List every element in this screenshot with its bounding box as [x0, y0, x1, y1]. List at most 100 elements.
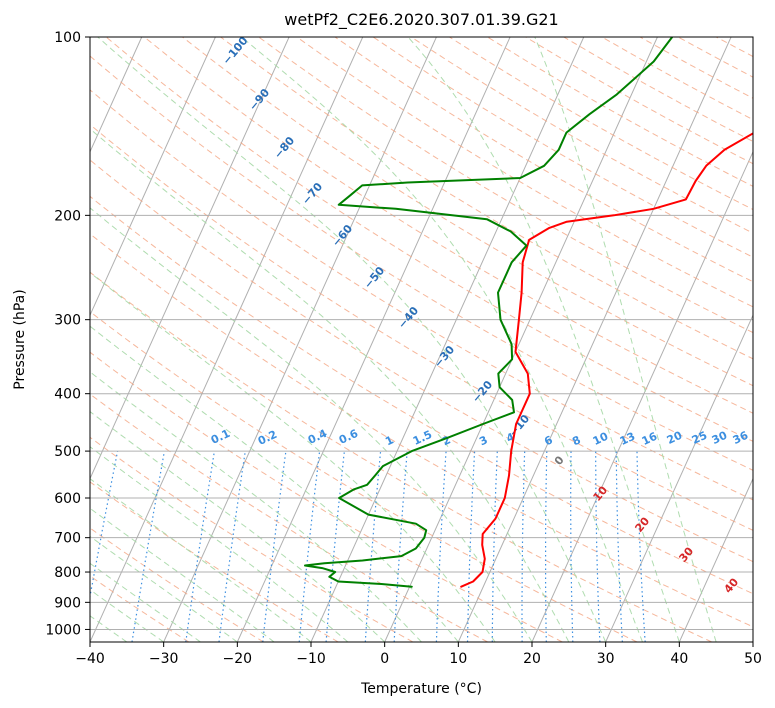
- moist-adiabat-line: [90, 478, 312, 642]
- mixing-ratio-line: [491, 451, 498, 642]
- temperature-line: [460, 132, 753, 588]
- dry-adiabat-line: [525, 37, 753, 165]
- line-labels: 0.1 0.2 0.4 0.6 1 1.5 2 3 4 6 8 10 13 16 20 25 30 36−100−…: [209, 34, 751, 596]
- mixing-ratio-line: [262, 451, 287, 642]
- isotherm-line: [90, 37, 216, 317]
- mixing-ratio-line: [90, 450, 119, 601]
- mixing-ratio-label: 0.4: [306, 427, 329, 447]
- dry-adiabat-line: [90, 393, 488, 642]
- x-tick-label: 0: [380, 651, 389, 667]
- moist-adiabat-line: [90, 271, 496, 642]
- sounding-series: [304, 37, 753, 588]
- moist-adiabat-line: [407, 37, 680, 642]
- mixing-ratio-label: 0.6: [337, 427, 360, 447]
- isotherm-line: [0, 37, 68, 642]
- moist-adiabat-line: [97, 37, 607, 642]
- moist-adiabat-line: [90, 410, 386, 642]
- y-tick-label: 400: [54, 387, 81, 403]
- mixing-ratio-line: [298, 451, 321, 642]
- mixing-ratio-label: 3: [477, 433, 489, 448]
- mixing-ratio-label: 8: [570, 433, 582, 448]
- dry-adiabat-line: [90, 351, 563, 642]
- dry-adiabat-label: −80: [271, 134, 297, 161]
- x-tick-label: −10: [296, 651, 326, 667]
- isotherm-line: [236, 37, 511, 642]
- isotherm-line: [90, 37, 143, 154]
- mixing-ratio-label: 20: [665, 429, 685, 447]
- mixing-ratio-label: 0.1: [209, 427, 232, 447]
- x-tick-label: 50: [744, 651, 762, 667]
- y-tick-label: 800: [54, 565, 81, 581]
- y-axis-ticks: 100 200 300 400 500 600 700 800 900 1000: [45, 30, 90, 638]
- x-tick-label: 40: [670, 651, 688, 667]
- y-tick-label: 700: [54, 531, 81, 547]
- x-tick-label: 20: [523, 651, 541, 667]
- isotherm-line: [605, 313, 753, 642]
- moist-adiabat-line: [90, 325, 459, 642]
- isotherm-line: [90, 37, 364, 642]
- dry-adiabat-label: 30: [676, 544, 696, 564]
- dry-adiabat-line: [90, 123, 753, 531]
- dry-adiabat-label: −90: [246, 86, 272, 113]
- dry-adiabat-line: [296, 37, 753, 308]
- mixing-ratio-label: 25: [690, 429, 709, 447]
- mixing-ratio-line: [615, 451, 623, 642]
- x-tick-label: −30: [149, 651, 179, 667]
- pressure-gridlines: [90, 37, 753, 630]
- x-tick-label: 10: [449, 651, 467, 667]
- isotherm-line: [457, 37, 732, 642]
- dry-adiabat-line: [90, 195, 753, 595]
- dry-adiabat-label: −70: [299, 180, 325, 207]
- x-tick-label: −40: [75, 651, 105, 667]
- dry-adiabat-label: −50: [361, 264, 387, 291]
- dry-adiabat-line: [220, 37, 753, 360]
- y-tick-label: 100: [54, 30, 81, 46]
- moist-adiabat-line: [90, 589, 164, 642]
- x-axis-ticks: −40 −30 −20 −10 0 10 20 30 40 50: [75, 642, 762, 667]
- mixing-ratio-line: [595, 451, 601, 642]
- moist-adiabat-line: [90, 207, 533, 642]
- moist-adiabat-line: [90, 446, 349, 642]
- mixing-ratio-label: 30: [710, 429, 730, 447]
- dry-adiabats: [90, 37, 753, 642]
- mixing-ratio-line: [636, 451, 646, 642]
- dry-adiabat-label: 40: [721, 575, 741, 595]
- mixing-ratio-line: [435, 451, 447, 642]
- dewpoint-line: [304, 37, 674, 588]
- mixing-ratio-line: [364, 451, 382, 642]
- moist-adiabats: [90, 37, 717, 642]
- mixing-ratio-line: [570, 451, 574, 642]
- dry-adiabat-line: [90, 233, 753, 628]
- plot-area: 0.1 0.2 0.4 0.6 1 1.5 2 3 4 6 8 10 13 16 20 25 30 36−100−…: [0, 34, 753, 642]
- mixing-ratio-line: [545, 451, 548, 642]
- moist-adiabat-line: [534, 37, 717, 642]
- y-tick-label: 300: [54, 313, 81, 329]
- dry-adiabat-line: [90, 527, 264, 642]
- dry-adiabat-label: −20: [469, 378, 495, 405]
- dry-adiabat-line: [90, 55, 753, 471]
- dry-adiabat-line: [334, 37, 753, 283]
- isotherm-line: [384, 37, 658, 642]
- mixing-ratio-line: [521, 451, 526, 642]
- isotherm-line: [163, 37, 437, 642]
- x-axis-label: Temperature (°C): [360, 681, 482, 697]
- mixing-ratio-line: [218, 451, 246, 642]
- y-tick-label: 900: [54, 595, 81, 611]
- isotherm-line: [678, 477, 753, 642]
- moist-adiabat-line: [241, 37, 643, 642]
- y-tick-label: 200: [54, 208, 81, 224]
- mixing-ratio-label: 16: [640, 430, 660, 448]
- dry-adiabat-label: 10: [590, 483, 610, 503]
- mixing-ratio-line: [131, 450, 165, 642]
- x-tick-label: 30: [597, 651, 615, 667]
- mixing-ratio-label: 36: [731, 429, 751, 447]
- dry-adiabat-line: [90, 89, 753, 501]
- dry-adiabat-line: [90, 159, 753, 563]
- mixing-ratio-line: [325, 451, 345, 642]
- dry-adiabat-line: [716, 37, 753, 58]
- y-tick-label: 600: [54, 491, 81, 507]
- mixing-ratio-label: 13: [618, 430, 637, 448]
- dry-adiabat-label: −100: [220, 34, 251, 67]
- moist-adiabat-line: [90, 507, 275, 642]
